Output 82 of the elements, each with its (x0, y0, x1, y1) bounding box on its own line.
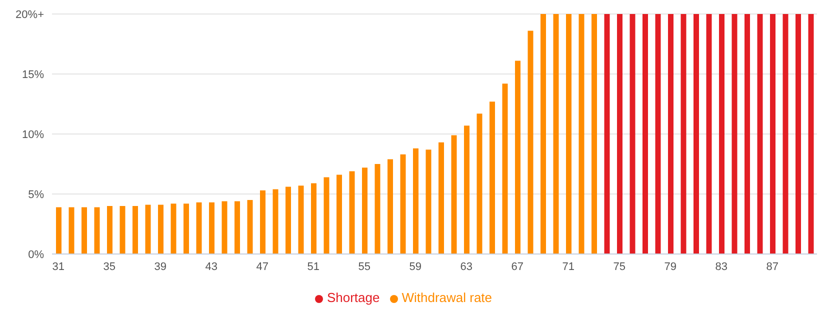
y-tick-label: 20%+ (16, 8, 44, 21)
bar (464, 126, 470, 254)
bar (68, 207, 74, 254)
x-tick-label: 59 (409, 260, 422, 273)
bar (757, 14, 763, 254)
bar (209, 202, 214, 254)
bar (107, 206, 112, 254)
x-tick-label: 83 (715, 260, 728, 273)
bar (732, 14, 738, 254)
x-tick-label: 35 (103, 260, 116, 273)
bar (158, 204, 164, 254)
bar (668, 14, 674, 254)
bar (336, 174, 342, 254)
bar (196, 202, 202, 254)
x-tick-label: 71 (562, 260, 574, 273)
bar (515, 60, 520, 254)
x-tick-label: 39 (154, 260, 166, 273)
bar (438, 142, 444, 254)
bar (324, 177, 330, 254)
bar (247, 200, 253, 254)
bar (630, 14, 636, 254)
y-tick-label: 15% (22, 68, 44, 81)
bar (592, 14, 597, 254)
bar (655, 14, 661, 254)
bar (617, 14, 622, 254)
x-tick-label: 43 (205, 260, 218, 273)
bar (362, 168, 368, 254)
bar (578, 14, 584, 254)
bar (502, 84, 508, 254)
bar (286, 186, 291, 254)
bar (82, 207, 87, 254)
bar (490, 102, 495, 254)
legend-label: Shortage (326, 290, 380, 305)
bar (388, 159, 393, 254)
y-tick-label: 5% (28, 188, 44, 201)
bar (145, 204, 151, 254)
bar (528, 30, 534, 254)
bar (604, 14, 610, 254)
legend-label: Withdrawal rate (402, 290, 492, 305)
bar (400, 154, 406, 254)
bar (796, 14, 801, 254)
x-tick-label: 75 (613, 260, 626, 273)
bar (222, 201, 228, 254)
y-tick-label: 0% (28, 248, 44, 261)
bar (706, 14, 712, 254)
bar (298, 186, 304, 254)
bar (642, 14, 648, 254)
bar (56, 207, 62, 254)
bar (120, 206, 126, 254)
x-tick-label: 55 (358, 260, 370, 273)
bar (553, 14, 559, 254)
x-tick-label: 31 (52, 260, 64, 273)
x-tick-label: 87 (766, 260, 778, 273)
bar (426, 150, 432, 254)
bar (234, 201, 240, 254)
bar (540, 14, 546, 254)
x-tick-label: 63 (460, 260, 472, 273)
bar (694, 14, 699, 254)
x-tick-label: 51 (307, 260, 320, 273)
bar (272, 189, 278, 254)
bar (808, 14, 814, 254)
bar (94, 207, 100, 254)
bar (744, 14, 750, 254)
x-tick-label: 47 (256, 260, 268, 273)
bar (566, 14, 572, 254)
bar (476, 114, 482, 254)
bar (260, 190, 266, 254)
bar (374, 164, 380, 254)
x-tick-label: 67 (511, 260, 524, 273)
bar (770, 14, 776, 254)
bar (311, 183, 316, 254)
bar (451, 135, 457, 254)
bar (170, 204, 176, 254)
bar (349, 171, 355, 254)
bar (719, 14, 724, 254)
bar (782, 14, 788, 254)
x-tick-label: 79 (664, 260, 676, 273)
bar (184, 204, 189, 254)
bar (413, 148, 418, 254)
bar (680, 14, 686, 254)
y-tick-label: 10% (22, 128, 44, 141)
bar (132, 206, 138, 254)
